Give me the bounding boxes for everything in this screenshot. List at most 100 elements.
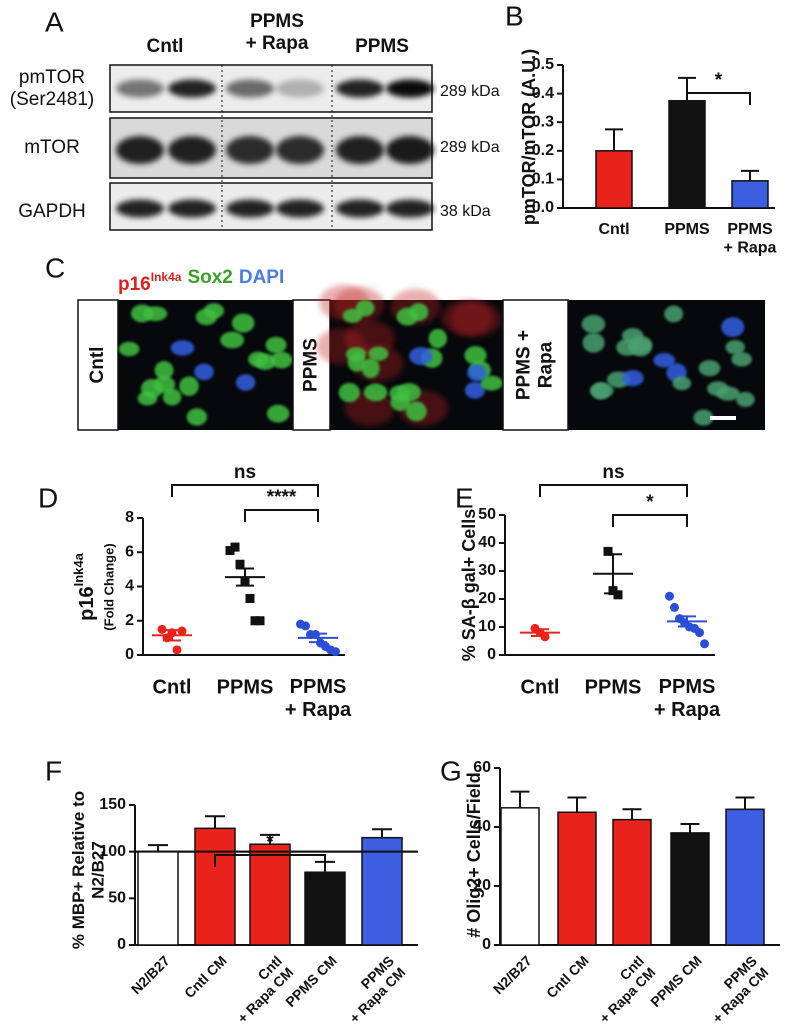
bar — [249, 843, 291, 946]
x-tick-label: PPMS CM — [282, 952, 340, 1010]
data-point — [301, 621, 310, 631]
blot-band — [226, 136, 274, 164]
significance-label: ns — [234, 462, 256, 483]
bar — [500, 807, 540, 946]
bar — [137, 850, 179, 946]
blot-band — [336, 199, 384, 218]
y-label-main: p16 — [76, 586, 98, 620]
nucleus — [270, 351, 293, 369]
blot-band — [168, 136, 216, 164]
nucleus — [162, 388, 182, 406]
x-tick-label: PPMS + Rapa — [724, 221, 777, 256]
nucleus — [140, 378, 163, 399]
condition-label: PPMS +Rapa — [514, 330, 557, 400]
blot-band — [276, 136, 324, 164]
x-tick-label: PPMS — [664, 221, 710, 238]
y-tick-label: 0 — [117, 936, 126, 953]
panel-letter: C — [45, 252, 65, 283]
significance-label: * — [266, 832, 274, 853]
y-tick-label: 0.4 — [532, 85, 554, 102]
data-point — [255, 616, 265, 626]
nucleus — [467, 364, 487, 382]
blot-size-label: 289 kDa — [440, 83, 500, 100]
data-point — [613, 590, 623, 600]
blot-row-label: pmTOR (Ser2481) — [10, 67, 95, 110]
nucleus — [154, 361, 174, 380]
nucleus — [725, 340, 745, 355]
significance-label: **** — [267, 487, 297, 508]
panel-letter: B — [505, 0, 524, 31]
nucleus — [464, 346, 487, 365]
y-tick-label: 0.3 — [532, 113, 554, 130]
x-tick-label: Cntl+ Rapa CM — [585, 952, 659, 1026]
bar — [670, 832, 710, 946]
nucleus — [736, 391, 755, 408]
nucleus — [405, 401, 427, 422]
y-tick-label: 50 — [478, 506, 496, 523]
significance-bracket — [214, 854, 326, 867]
blot-band — [276, 199, 324, 218]
blot-band — [226, 79, 274, 98]
nucleus — [698, 359, 721, 377]
significance-label: ns — [602, 462, 624, 483]
y-tick-label: 50 — [108, 890, 126, 907]
data-point — [225, 546, 235, 556]
x-tick-label: N2/B27 — [128, 952, 173, 997]
significance-bracket — [171, 484, 319, 497]
x-tick-label: PPMS + Rapa — [285, 676, 352, 721]
significance-bracket — [539, 484, 688, 497]
x-tick-label: PPMS+ Rapa CM — [335, 952, 409, 1026]
blot-band — [168, 79, 216, 98]
bar — [557, 811, 597, 946]
panel-letter: A — [45, 6, 64, 37]
nucleus — [118, 341, 140, 357]
data-point — [665, 591, 674, 601]
data-point — [230, 542, 240, 552]
data-point — [235, 559, 245, 569]
data-point — [695, 628, 704, 638]
blot-band — [116, 79, 164, 98]
blot-group-label: PPMS — [355, 36, 409, 57]
x-tick-label: Cntl CM — [543, 952, 592, 1001]
y-tick-label: 4 — [125, 578, 134, 595]
nucleus — [203, 303, 225, 319]
y-tick-label: 2 — [125, 612, 134, 629]
y-tick-label: 8 — [125, 509, 134, 526]
nucleus — [368, 346, 389, 361]
data-point — [250, 616, 260, 626]
scale-bar — [710, 416, 736, 420]
blot-band — [276, 79, 324, 98]
blot-band — [386, 136, 434, 164]
bar — [361, 836, 403, 946]
y-axis-label: # Olig2+ Cells/Field — [464, 772, 484, 938]
x-tick-label: Cntl — [153, 676, 192, 698]
data-point — [331, 647, 340, 657]
nucleus — [721, 317, 745, 338]
blot-band — [168, 199, 216, 218]
nucleus — [621, 328, 644, 344]
nucleus — [664, 305, 684, 323]
nucleus — [428, 328, 448, 349]
panel-letter: E — [455, 482, 474, 513]
x-tick-label: Cntl+ Rapa CM — [223, 952, 297, 1026]
y-axis-label: p16Ink4a — [71, 552, 98, 620]
nucleus — [390, 394, 411, 411]
y-tick-label: 0.1 — [532, 171, 554, 188]
nucleus — [248, 351, 268, 368]
nucleus — [265, 336, 287, 354]
y-tick-label: 10 — [478, 618, 496, 635]
condition-label: Cntl — [87, 347, 108, 384]
nucleus — [409, 303, 429, 321]
bar — [595, 150, 633, 209]
y-tick-label: 0 — [482, 936, 491, 953]
data-point — [177, 626, 187, 636]
x-tick-label: Cntl — [598, 221, 629, 238]
nucleus — [361, 358, 380, 379]
stain-name: Sox2 — [187, 267, 232, 288]
nucleus — [266, 404, 290, 423]
condition-label: PPMS — [301, 338, 322, 392]
nucleus — [179, 376, 199, 397]
panel-letter: D — [38, 482, 58, 513]
y-axis-label: % MBP+ Relative toN2/B27 — [69, 791, 108, 949]
stain-sup: Ink4a — [151, 270, 182, 284]
